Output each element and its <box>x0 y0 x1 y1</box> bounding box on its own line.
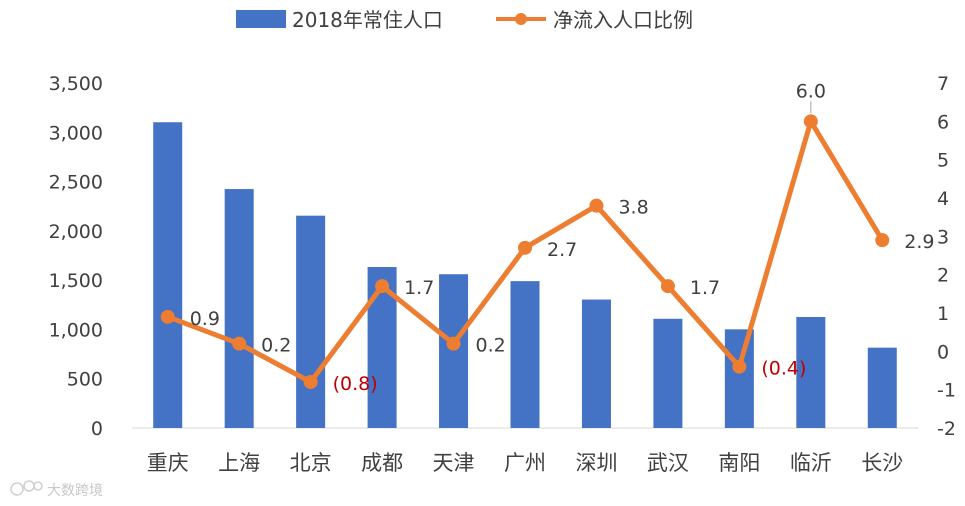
y-right-tick-label: 5 <box>937 150 949 172</box>
watermark-logo-icon <box>10 480 43 496</box>
bar-临沂 <box>796 317 826 428</box>
x-category-label: 广州 <box>504 451 546 475</box>
legend-bar-label: 2018年常住人口 <box>292 8 443 32</box>
bar-南阳 <box>724 329 754 428</box>
line-data-label: 6.0 <box>796 80 826 102</box>
y-left-tick-label: 2,000 <box>49 221 103 243</box>
legend-bar-swatch <box>236 10 286 28</box>
y-left-tick-label: 500 <box>67 369 103 391</box>
line-point-成都 <box>375 279 390 294</box>
watermark: 大数跨境 <box>10 480 103 499</box>
line-point-重庆 <box>160 309 175 324</box>
y-left-tick-label: 1,500 <box>49 270 103 292</box>
x-axis-labels: 重庆 上海 北京 成都 天津 广州 深圳 武汉 南阳 临沂 长沙 <box>147 451 904 475</box>
line-data-label: (0.8) <box>333 373 378 395</box>
x-category-label: 北京 <box>290 451 332 475</box>
bar-深圳 <box>581 299 611 428</box>
x-category-label: 成都 <box>361 451 403 475</box>
line-point-武汉 <box>660 279 675 294</box>
line-point-深圳 <box>589 198 604 213</box>
bar-北京 <box>296 215 326 428</box>
x-category-label: 天津 <box>433 451 475 475</box>
bar-长沙 <box>867 347 897 428</box>
line-point-长沙 <box>875 233 890 248</box>
line-point-天津 <box>446 336 461 351</box>
line-data-label: 0.2 <box>261 335 291 357</box>
line-point-上海 <box>232 336 247 351</box>
y-left-tick-label: 2,500 <box>49 172 103 194</box>
y-left-tick-label: 1,000 <box>49 319 103 341</box>
y-right-tick-label: 2 <box>937 265 949 287</box>
y-left-tick-label: 3,500 <box>49 73 103 95</box>
y-right-tick-label: 3 <box>937 226 949 248</box>
line-data-label: 2.7 <box>547 239 577 261</box>
legend: 2018年常住人口 净流入人口比例 <box>236 8 693 32</box>
watermark-text: 大数跨境 <box>47 483 103 499</box>
x-category-label: 重庆 <box>147 451 189 475</box>
line-data-label: (0.4) <box>761 358 806 380</box>
data-labels: 0.9 0.2 (0.8) 1.7 0.2 2.7 3.8 1.7 (0.4) 6.0 2.9 <box>190 80 935 395</box>
x-category-label: 长沙 <box>861 451 903 475</box>
line-point-临沂 <box>803 114 818 129</box>
left-axis: 0 500 1,000 1,500 2,000 2,500 3,000 3,500 <box>49 73 103 440</box>
line-data-label: 0.2 <box>476 335 506 357</box>
x-category-label: 南阳 <box>718 451 760 475</box>
y-left-tick-label: 3,000 <box>49 122 103 144</box>
line-point-北京 <box>303 375 318 389</box>
bar-武汉 <box>653 318 683 428</box>
y-right-tick-label: 7 <box>937 73 949 95</box>
line-data-label: 0.9 <box>190 308 220 330</box>
x-category-label: 深圳 <box>575 451 617 475</box>
bar-天津 <box>439 274 469 428</box>
x-category-label: 上海 <box>218 451 260 475</box>
y-right-tick-label: -2 <box>937 418 956 440</box>
line-data-label: 1.7 <box>404 277 434 299</box>
y-right-tick-label: 6 <box>937 111 949 133</box>
legend-line-marker <box>515 13 527 25</box>
y-right-tick-label: -1 <box>937 380 956 402</box>
line-data-label: 1.7 <box>690 277 720 299</box>
y-right-tick-label: 0 <box>937 341 949 363</box>
line-point-南阳 <box>732 359 747 374</box>
y-left-tick-label: 0 <box>91 418 103 440</box>
line-data-label: 2.9 <box>904 231 934 253</box>
line-point-广州 <box>518 240 532 255</box>
x-category-label: 武汉 <box>647 451 689 475</box>
x-category-label: 临沂 <box>790 451 832 475</box>
y-right-tick-label: 1 <box>937 303 949 325</box>
bar-上海 <box>224 189 254 428</box>
bars <box>153 122 897 428</box>
bar-重庆 <box>153 122 183 428</box>
legend-line-label: 净流入人口比例 <box>553 8 693 32</box>
line-series <box>160 114 890 389</box>
right-axis: -2 -1 0 1 2 3 4 5 6 7 <box>937 73 956 440</box>
line-data-label: 3.8 <box>618 197 648 219</box>
bar-广州 <box>510 281 540 428</box>
y-right-tick-label: 4 <box>937 188 949 210</box>
